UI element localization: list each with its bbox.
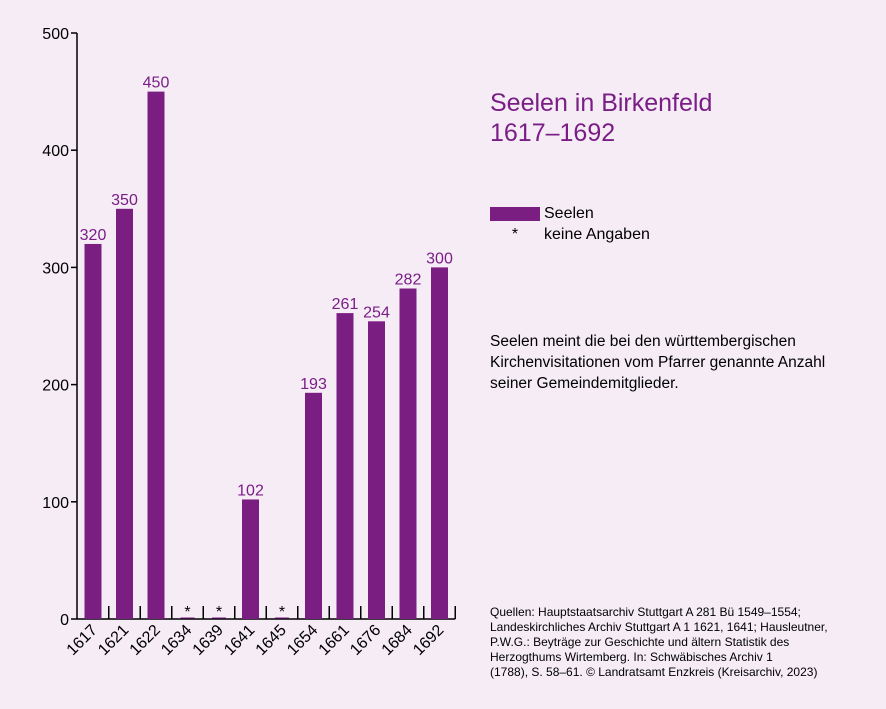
asterisk-icon: * <box>511 225 519 243</box>
source-line: Quellen: Hauptstaatsarchiv Stuttgart A 2… <box>490 605 801 619</box>
x-tick-label-1684: 1684 <box>379 622 416 659</box>
source-line: Herzogthums Wirtemberg. In: Schwäbisches… <box>490 650 773 664</box>
x-tick-label-1622: 1622 <box>127 622 164 659</box>
y-tick-label: 300 <box>42 260 69 277</box>
data-label-1639: * <box>216 604 222 621</box>
bar-1676 <box>368 321 385 619</box>
x-tick-label-1634: 1634 <box>158 622 195 659</box>
data-label-1676: 254 <box>363 304 390 321</box>
data-label-1654: 193 <box>300 376 327 393</box>
x-tick-label-1654: 1654 <box>284 622 321 659</box>
x-tick-label-1621: 1621 <box>95 622 132 659</box>
explanatory-note: Seelen meint die bei den württembergisch… <box>490 333 826 392</box>
y-tick-label: 200 <box>42 378 69 395</box>
source-line: P.W.G.: Beyträge zur Geschichte und älte… <box>490 635 790 649</box>
x-tick-label-1639: 1639 <box>190 622 227 659</box>
data-label-1622: 450 <box>143 75 170 92</box>
x-tick-label-1661: 1661 <box>316 622 353 659</box>
legend-item-seelen: Seelen <box>490 203 650 224</box>
bar-1622 <box>147 91 165 620</box>
data-label-1692: 300 <box>426 250 453 267</box>
sources-block: Quellen: Hauptstaatsarchiv Stuttgart A 2… <box>490 605 870 680</box>
title-line-1: Seelen in Birkenfeld <box>490 89 713 117</box>
data-label-1645: * <box>279 604 285 621</box>
bar-1692 <box>431 267 448 619</box>
data-label-1634: * <box>184 604 190 621</box>
source-line: Landeskirchliches Archiv Stuttgart A 1 1… <box>490 620 828 634</box>
y-tick-label: 500 <box>42 26 69 43</box>
y-tick-label: 100 <box>42 495 69 512</box>
source-line: (1788), S. 58–61. © Landratsamt Enzkreis… <box>490 665 818 679</box>
legend: Seelen * keine Angaben <box>490 203 650 245</box>
legend-label-missing: keine Angaben <box>544 225 650 243</box>
legend-label-seelen: Seelen <box>544 204 594 222</box>
x-tick-label-1641: 1641 <box>221 622 258 659</box>
legend-item-missing: * keine Angaben <box>490 224 650 245</box>
data-label-1641: 102 <box>237 482 264 499</box>
bar-1654 <box>305 392 322 619</box>
bar-1684 <box>399 288 417 619</box>
chart-title: Seelen in Birkenfeld 1617–1692 <box>490 88 712 148</box>
y-tick-label: 400 <box>42 143 69 160</box>
x-tick-label-1676: 1676 <box>347 622 384 659</box>
bar-1621 <box>116 208 133 620</box>
data-label-1621: 350 <box>111 192 138 209</box>
data-label-1684: 282 <box>395 271 422 288</box>
bar-1661 <box>336 313 354 619</box>
legend-swatch <box>490 206 540 221</box>
y-tick-label: 0 <box>60 612 69 629</box>
x-tick-label-1617: 1617 <box>64 622 101 659</box>
data-label-1661: 261 <box>332 296 359 313</box>
bar-1641 <box>242 499 259 619</box>
data-label-1617: 320 <box>80 227 107 244</box>
x-tick-label-1645: 1645 <box>253 622 290 659</box>
bar-1617 <box>84 243 102 619</box>
title-line-2: 1617–1692 <box>490 119 616 147</box>
x-tick-label-1692: 1692 <box>410 622 447 659</box>
